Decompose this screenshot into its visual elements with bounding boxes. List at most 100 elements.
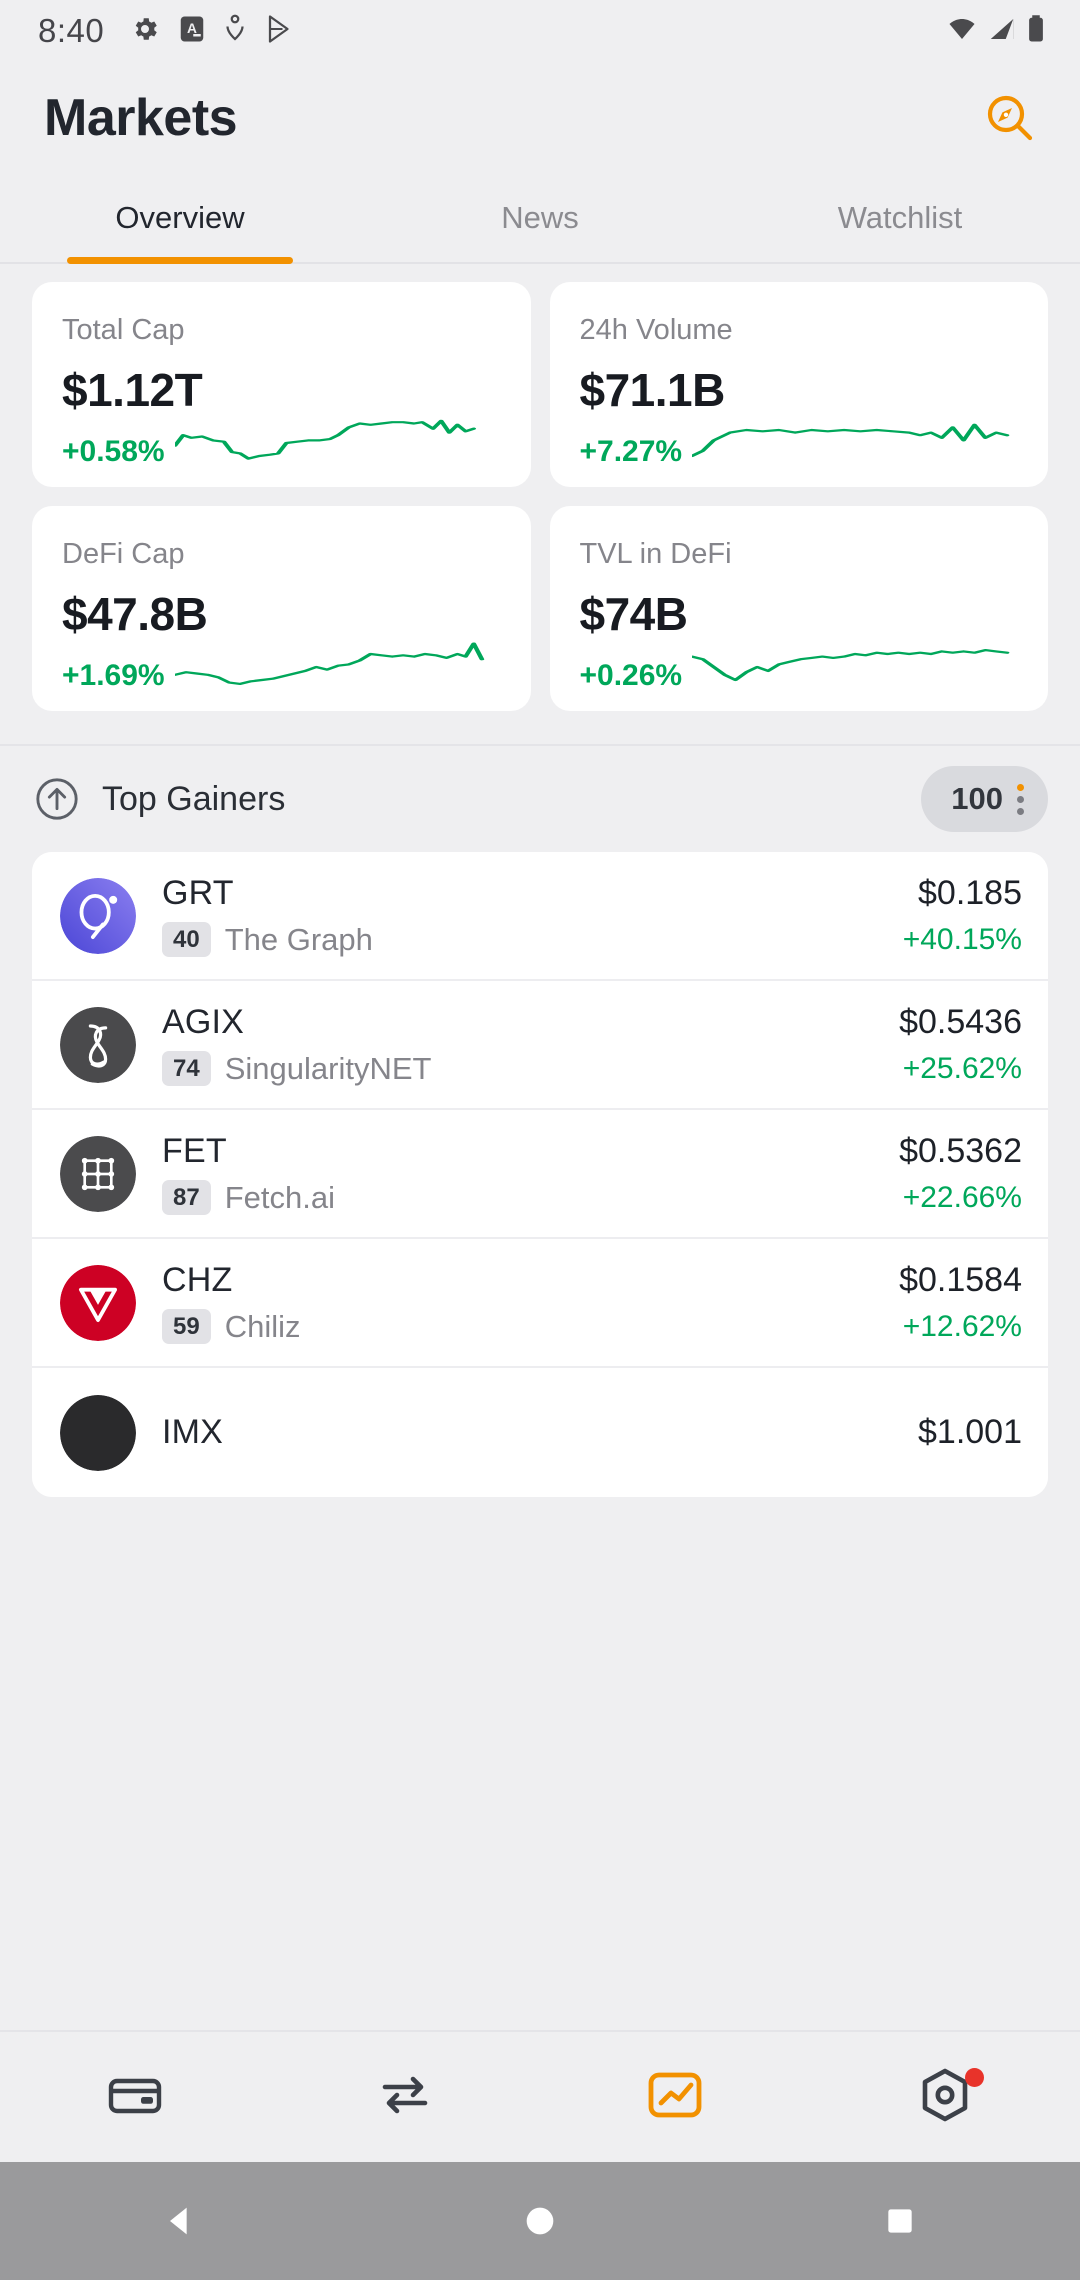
tab-bar: Overview News Watchlist <box>0 174 1080 264</box>
coin-identity: FET 87 Fetch.ai <box>162 1132 335 1216</box>
stat-footer: +1.69% <box>62 641 501 693</box>
list-size-chip[interactable]: 100 <box>921 766 1048 832</box>
overflow-menu-icon[interactable] <box>1011 783 1030 815</box>
coin-change: +22.66% <box>902 1181 1022 1214</box>
arrow-up-circle-icon[interactable] <box>34 776 80 822</box>
status-time: 8:40 <box>38 12 105 49</box>
gear-icon <box>130 14 160 49</box>
nav-discover[interactable] <box>810 2032 1080 2162</box>
status-bar: 8:40 A <box>0 0 1080 62</box>
coin-metrics: $1.001 <box>918 1413 1022 1452</box>
signal-icon <box>987 14 1017 49</box>
the-graph-logo-icon <box>60 877 136 954</box>
table-row[interactable]: CHZ 59 Chiliz $0.1584 +12.62% <box>32 1239 1048 1368</box>
coin-change: +25.62% <box>902 1052 1022 1085</box>
section-title: Top Gainers <box>102 779 286 818</box>
stat-change: +1.69% <box>62 659 165 692</box>
coin-identity: IMX <box>162 1413 223 1452</box>
a-badge-icon: A <box>179 14 205 49</box>
markets-chart-icon <box>645 2065 705 2130</box>
home-circle-icon[interactable] <box>480 2162 600 2280</box>
tab-news[interactable]: News <box>501 200 579 235</box>
menu-dot-middle <box>1017 795 1024 803</box>
table-row[interactable]: AGIX 74 SingularityNET $0.5436 +25.62% <box>32 981 1048 1110</box>
sparkline-24h-volume <box>692 417 1018 469</box>
stat-footer: +7.27% <box>580 417 1019 469</box>
coin-subline: 59 Chiliz <box>162 1309 301 1345</box>
chiliz-logo-icon <box>60 1264 136 1341</box>
immutablex-logo-icon <box>60 1394 136 1471</box>
coin-price: $1.001 <box>918 1413 1022 1451</box>
recents-square-icon[interactable] <box>840 2162 960 2280</box>
stat-change: +0.58% <box>62 435 165 468</box>
table-row[interactable]: GRT 40 The Graph $0.185 +40.15% <box>32 852 1048 981</box>
stat-card-defi-cap[interactable]: DeFi Cap $47.8B +1.69% <box>32 506 531 711</box>
stat-card-24h-volume[interactable]: 24h Volume $71.1B +7.27% <box>549 282 1048 487</box>
status-badge <box>965 2068 984 2087</box>
coin-price: $0.5362 <box>899 1132 1022 1170</box>
stat-value: $71.1B <box>579 364 726 416</box>
coin-name: SingularityNET <box>224 1050 432 1086</box>
top-gainers-list[interactable]: GRT 40 The Graph $0.185 +40.15% <box>0 852 1080 2030</box>
coin-list-card: GRT 40 The Graph $0.185 +40.15% <box>32 852 1048 1497</box>
stats-row-1: Total Cap $1.12T +0.58% 24h Volume $71.1… <box>32 282 1048 487</box>
coin-name: Fetch.ai <box>224 1179 335 1215</box>
coin-price: $0.185 <box>918 874 1022 912</box>
status-system-icons <box>946 14 1046 49</box>
coin-symbol: IMX <box>162 1413 224 1451</box>
stat-value: $47.8B <box>62 588 208 640</box>
rank-badge: 40 <box>162 921 211 958</box>
coin-symbol: FET <box>162 1131 227 1170</box>
sparkline-tvl-in-defi <box>692 641 1018 693</box>
sparkline-defi-cap <box>174 641 501 693</box>
coin-price: $0.1584 <box>899 1261 1022 1299</box>
stat-label: TVL in DeFi <box>579 538 732 570</box>
coin-symbol: GRT <box>162 873 234 912</box>
stat-footer: +0.58% <box>62 417 501 469</box>
table-row[interactable]: FET 87 Fetch.ai $0.5362 +22.66% <box>32 1110 1048 1239</box>
wallet-icon <box>105 2065 165 2130</box>
coin-price: $0.5436 <box>899 1003 1022 1041</box>
stat-label: Total Cap <box>62 314 185 346</box>
coin-metrics: $0.5362 +22.66% <box>899 1132 1022 1215</box>
menu-dot-bottom <box>1017 807 1024 815</box>
rank-badge: 74 <box>162 1050 211 1087</box>
table-row[interactable]: IMX $1.001 <box>32 1368 1048 1497</box>
coin-symbol: AGIX <box>162 1002 245 1041</box>
tab-watchlist[interactable]: Watchlist <box>837 200 963 235</box>
svg-text:A: A <box>187 20 197 35</box>
coin-change: +12.62% <box>902 1310 1022 1343</box>
coin-metrics: $0.1584 +12.62% <box>899 1261 1022 1344</box>
stat-card-tvl-in-defi[interactable]: TVL in DeFi $74B +0.26% <box>549 506 1048 711</box>
coin-name: The Graph <box>224 921 373 957</box>
battery-icon <box>1026 14 1046 49</box>
system-navigation-bar <box>0 2162 1080 2280</box>
stat-value: $1.12T <box>62 364 203 416</box>
coin-subline: 40 The Graph <box>162 922 373 958</box>
singularitynet-logo-icon <box>60 1006 136 1083</box>
tab-overview[interactable]: Overview <box>0 174 360 262</box>
coin-symbol: CHZ <box>162 1260 233 1299</box>
nav-swap[interactable] <box>270 2032 540 2162</box>
coin-metrics: $0.5436 +25.62% <box>899 1003 1022 1086</box>
coin-name: Chiliz <box>224 1308 301 1344</box>
stat-card-total-cap[interactable]: Total Cap $1.12T +0.58% <box>32 282 531 487</box>
coin-identity: GRT 40 The Graph <box>162 874 373 958</box>
menu-dot-top <box>1017 783 1024 791</box>
list-size-value: 100 <box>951 781 1003 816</box>
back-triangle-icon[interactable] <box>120 2162 240 2280</box>
stat-change: +0.26% <box>579 659 683 692</box>
stat-footer: +0.26% <box>580 641 1019 693</box>
nav-wallet[interactable] <box>0 2032 270 2162</box>
stat-value: $74B <box>579 588 688 640</box>
sparkline-total-cap <box>174 417 501 469</box>
play-store-icon <box>265 14 295 49</box>
coin-subline: 74 SingularityNET <box>162 1051 431 1087</box>
coin-metrics: $0.185 +40.15% <box>903 874 1022 957</box>
nav-markets[interactable] <box>540 2032 810 2162</box>
coin-identity: CHZ 59 Chiliz <box>162 1261 301 1345</box>
coin-change: +40.15% <box>902 923 1022 956</box>
swap-icon <box>375 2065 435 2130</box>
search-compass-icon[interactable] <box>976 84 1044 152</box>
